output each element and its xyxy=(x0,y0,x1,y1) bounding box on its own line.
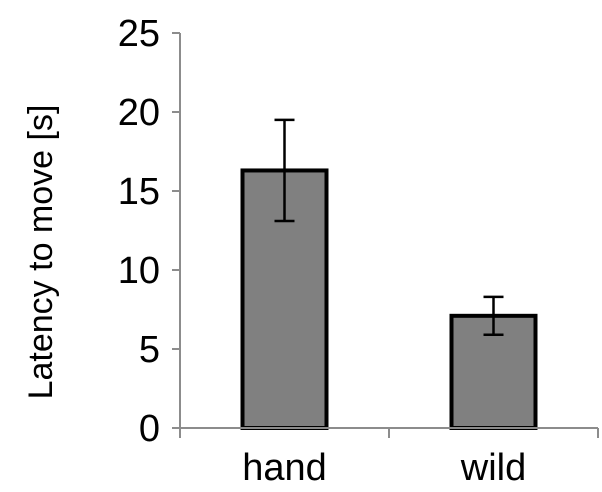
y-tick-label: 5 xyxy=(139,329,160,371)
y-tick-label: 0 xyxy=(139,408,160,450)
x-tick-label-hand: hand xyxy=(242,447,327,489)
y-axis-title: Latency to move [s] xyxy=(22,105,60,400)
y-axis-tick-labels: 0 5 10 15 20 25 xyxy=(118,13,160,450)
x-axis-tick-labels: hand wild xyxy=(242,447,526,489)
bars xyxy=(240,168,538,431)
error-bars xyxy=(274,118,504,337)
y-tick-label: 10 xyxy=(118,250,160,292)
y-tick-label: 25 xyxy=(118,13,160,55)
y-tick-label: 20 xyxy=(118,92,160,134)
x-tick-label-wild: wild xyxy=(460,447,526,489)
x-axis-ticks xyxy=(179,428,599,438)
y-axis-ticks xyxy=(172,32,180,429)
y-tick-label: 15 xyxy=(118,171,160,213)
